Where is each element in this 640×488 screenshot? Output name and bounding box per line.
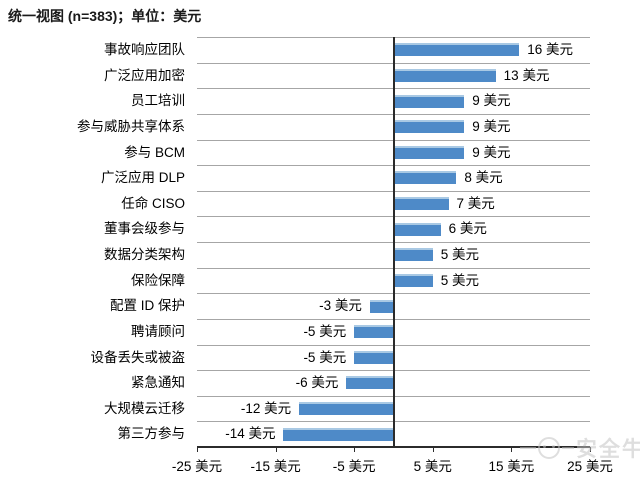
x-tick-label: -25 美元 — [171, 459, 223, 474]
axis-tick — [511, 447, 513, 452]
category-label: 事故响应团队 — [104, 42, 185, 57]
category-label: 任命 CISO — [121, 195, 185, 211]
bar — [393, 248, 433, 262]
x-axis-line — [197, 446, 590, 448]
category-label: 参与威胁共享体系 — [77, 118, 185, 134]
bar — [354, 325, 394, 339]
category-label: 广泛应用 DLP — [100, 170, 185, 186]
value-label: -6 美元 — [295, 375, 339, 391]
category-label: 配置 ID 保护 — [109, 298, 185, 314]
x-tick-label: 15 美元 — [488, 459, 535, 474]
category-label: 参与 BCM — [124, 144, 185, 160]
axis-tick — [354, 447, 356, 452]
axis-tick — [590, 447, 591, 452]
axis-tick — [432, 447, 434, 452]
axis-tick — [197, 447, 198, 452]
axis-tick — [275, 447, 277, 452]
bar — [393, 197, 449, 211]
bar — [393, 145, 465, 159]
value-label: 7 美元 — [456, 195, 495, 211]
bar — [346, 376, 394, 390]
category-label: 设备丢失或被盗 — [90, 349, 186, 365]
chart-title: 统一视图 (n=383)；单位：美元 — [8, 8, 202, 24]
value-label: -14 美元 — [225, 426, 276, 442]
category-label: 广泛应用加密 — [104, 67, 185, 83]
value-label: -5 美元 — [303, 323, 347, 339]
bar — [393, 171, 457, 185]
bar — [369, 299, 394, 313]
bar — [393, 222, 441, 236]
value-label: -12 美元 — [240, 400, 292, 416]
value-label: 8 美元 — [464, 170, 503, 186]
plot-area: 事故响应团队 16 美元 广泛应用加密 13 美元 员工培训 9 美元 参与威胁共享体系 9 … — [77, 37, 613, 474]
value-label: 5 美元 — [440, 247, 480, 262]
value-label: 16 美元 — [527, 42, 574, 57]
bar — [393, 94, 465, 108]
category-label: 第三方参与 — [117, 426, 186, 442]
zero-axis-line — [392, 37, 395, 447]
value-label: 9 美元 — [472, 118, 511, 134]
x-tick-label: -5 美元 — [332, 459, 376, 474]
category-label: 聘请顾问 — [131, 323, 185, 339]
category-label: 紧急通知 — [131, 375, 185, 391]
value-label: 9 美元 — [472, 93, 511, 109]
category-label: 员工培训 — [131, 93, 185, 109]
value-label: 6 美元 — [448, 221, 487, 237]
bar — [299, 402, 394, 416]
value-label: 13 美元 — [503, 67, 550, 83]
bar — [393, 120, 465, 134]
category-label: 保险保障 — [131, 272, 185, 288]
bar — [354, 350, 394, 364]
x-tick-label: 5 美元 — [413, 459, 452, 474]
category-label: 董事会级参与 — [104, 221, 185, 237]
value-label: -5 美元 — [303, 349, 347, 365]
value-label: -3 美元 — [319, 298, 362, 314]
bar — [393, 43, 520, 57]
value-label: 5 美元 — [440, 272, 480, 288]
bar — [283, 427, 394, 441]
bar — [393, 68, 496, 82]
category-label: 数据分类架构 — [104, 247, 185, 262]
x-tick-label: -15 美元 — [250, 459, 301, 474]
category-label: 大规模云迁移 — [104, 400, 185, 416]
value-label: 9 美元 — [472, 144, 511, 160]
x-tick-label: 25 美元 — [567, 459, 613, 474]
bar — [393, 273, 433, 287]
